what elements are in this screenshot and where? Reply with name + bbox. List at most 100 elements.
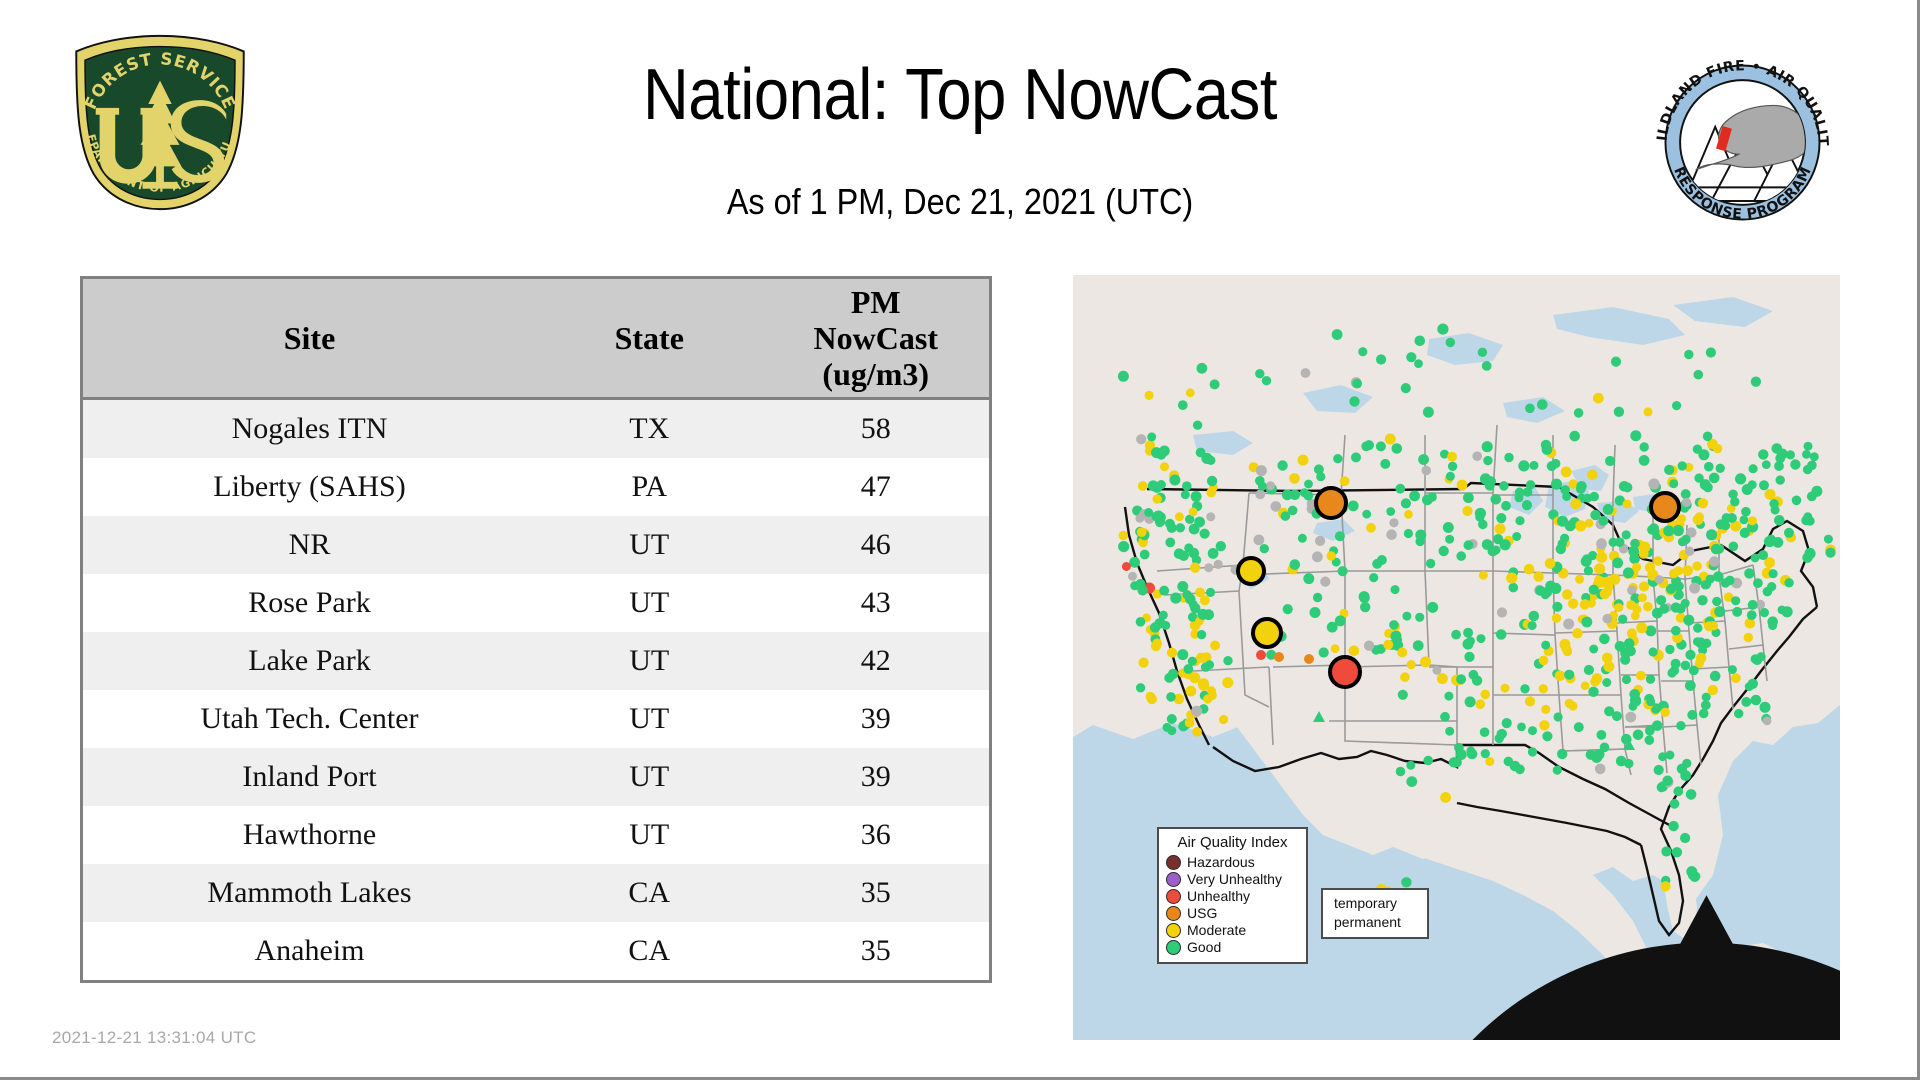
state-cell: CA [628, 934, 671, 967]
monitor-dot [1656, 595, 1667, 606]
monitor-dot [1383, 639, 1394, 650]
highlighted-site-marker[interactable] [1328, 655, 1362, 689]
monitor-dot [1809, 452, 1819, 462]
column-header-line-1: PM [850, 284, 901, 320]
monitor-dot [1541, 640, 1551, 650]
monitor-dot [1375, 441, 1386, 452]
monitor-dot [1255, 476, 1265, 486]
monitor-dot [1567, 598, 1579, 609]
monitor-dot [1497, 728, 1507, 739]
monitor-dot [1390, 585, 1400, 595]
monitor-dot [1614, 495, 1625, 506]
monitor-dot [1524, 696, 1536, 707]
site-cell: Inland Port [242, 760, 377, 793]
table-row: Utah Tech. Center UT 39 [83, 690, 989, 748]
monitor-dot [1174, 512, 1184, 522]
monitor-dot [1137, 585, 1148, 596]
monitor-dot [1561, 643, 1572, 654]
monitor-dot [1196, 362, 1208, 374]
monitor-dot [1380, 458, 1391, 469]
monitor-dot [1312, 592, 1323, 603]
monitor-dot [1671, 625, 1681, 636]
monitor-dot [1270, 501, 1282, 512]
monitor-dot [1653, 556, 1663, 566]
monitor-dot [1648, 647, 1658, 657]
monitor-dot [1518, 460, 1530, 472]
monitor-dot [1170, 592, 1182, 604]
monitor-dot [1500, 683, 1510, 693]
highlighted-site-marker[interactable] [1236, 556, 1266, 586]
highlighted-site-marker[interactable] [1314, 486, 1348, 520]
highlighted-site-marker[interactable] [1649, 491, 1681, 523]
state-cell: UT [629, 818, 670, 851]
monitor-dot [1697, 595, 1708, 606]
marker-legend-permanent: permanent [1329, 895, 1785, 1040]
monitor-dot [1352, 378, 1362, 389]
monitor-dot [1475, 699, 1486, 709]
monitor-dot [1747, 678, 1758, 689]
monitor-dot [1594, 575, 1604, 585]
aqi-legend-item-label: Very Unhealthy [1187, 871, 1282, 887]
monitor-dot [1706, 529, 1717, 541]
monitor-dot [1784, 527, 1794, 538]
smoke-plume [1695, 104, 1805, 171]
monitor-dot [1196, 630, 1207, 640]
aqi-color-swatch-icon [1166, 872, 1181, 887]
monitor-dot [1590, 676, 1601, 687]
monitor-dot [1456, 551, 1466, 561]
monitor-dot [1614, 641, 1626, 652]
monitor-dot [1540, 589, 1551, 600]
monitor-dot [1766, 534, 1776, 544]
state-cell: UT [629, 586, 670, 619]
monitor-dot [1732, 606, 1743, 617]
monitor-dot [1725, 575, 1735, 586]
monitor-dot [1589, 644, 1599, 654]
table-row: Anaheim CA 35 [83, 922, 989, 980]
monitor-dot [1612, 557, 1624, 569]
monitor-dot [1326, 621, 1338, 633]
monitor-dot [1670, 602, 1682, 613]
monitor-dot [1726, 513, 1737, 523]
highlighted-site-marker[interactable] [1251, 617, 1283, 649]
monitor-dot [1705, 574, 1715, 584]
monitor-dot [1643, 407, 1653, 417]
monitor-dot [1432, 665, 1442, 675]
monitor-dot [1376, 354, 1387, 365]
monitor-dot [1538, 684, 1548, 694]
monitor-dot [1621, 530, 1631, 540]
monitor-dot [1159, 585, 1170, 596]
monitor-dot [1590, 509, 1601, 521]
monitor-dot [1331, 329, 1343, 340]
monitor-dot [1756, 652, 1766, 662]
generated-timestamp: 2021-12-21 13:31:04 UTC [52, 1028, 257, 1047]
monitor-dot [1154, 618, 1165, 629]
monitor-dot [1750, 694, 1762, 706]
monitor-dot [1744, 568, 1755, 579]
monitor-dot [1688, 665, 1699, 676]
monitor-dot [1462, 505, 1473, 517]
monitor-dot [1402, 611, 1412, 621]
monitor-dot [1130, 581, 1140, 591]
column-header-site: Site [83, 279, 536, 400]
monitor-dot [1651, 720, 1663, 731]
monitor-dot [1694, 473, 1704, 483]
monitor-dot [1602, 576, 1614, 588]
monitor-dot [1723, 592, 1734, 602]
site-cell: Lake Park [248, 644, 371, 677]
site-cell: NR [288, 528, 331, 561]
monitor-dot [1185, 685, 1197, 697]
monitor-dot [1720, 521, 1731, 531]
state-cell: CA [628, 876, 671, 909]
monitor-dot [1730, 497, 1740, 507]
monitor-dot [1563, 618, 1575, 630]
monitor-dot [1588, 584, 1599, 595]
wildland-fire-air-quality-logo: WILDLAND FIRE • AIR QUALITY RESPONSE PRO… [1645, 45, 1840, 240]
monitor-dot [1389, 518, 1399, 528]
monitor-dot [1594, 763, 1606, 775]
air-quality-map[interactable]: Air Quality Index Hazardous Very Unhealth… [1073, 275, 1840, 1040]
monitor-dot [1709, 556, 1720, 567]
monitor-dot [1147, 432, 1157, 442]
monitor-dot [1638, 593, 1647, 603]
monitor-dot [1188, 507, 1198, 517]
monitor-dot [1129, 556, 1140, 568]
